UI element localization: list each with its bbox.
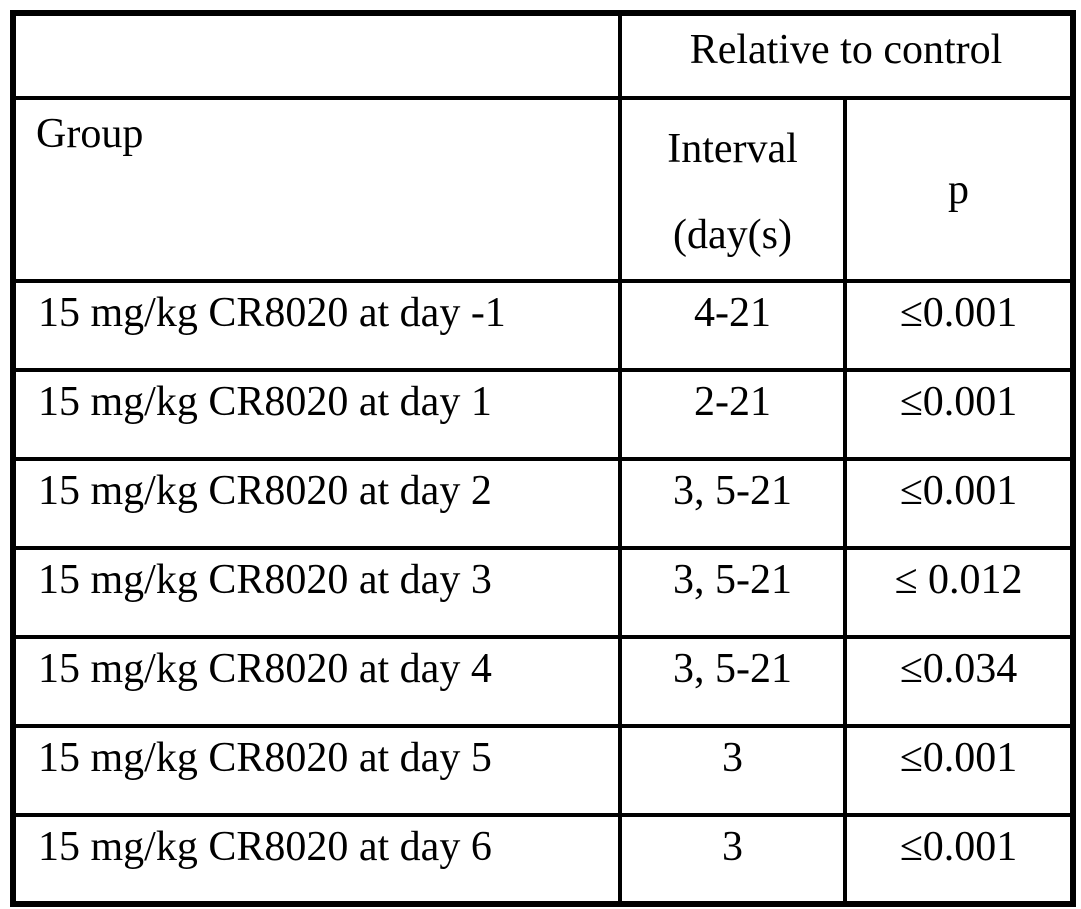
p-value-cell: ≤0.034 xyxy=(843,635,1075,729)
table-row: 15 mg/kg CR8020 at day 1 2-21 ≤0.001 xyxy=(11,368,1075,462)
relative-to-control-header: Relative to control xyxy=(618,11,1075,100)
results-table: Relative to control Group Interval (day(… xyxy=(10,10,1076,908)
column-header-row: Group Interval (day(s) p xyxy=(11,95,1075,284)
table-row: 15 mg/kg CR8020 at day -1 4-21 ≤0.001 xyxy=(11,279,1075,373)
p-value-cell: ≤ 0.012 xyxy=(843,546,1075,640)
interval-cell: 3, 5-21 xyxy=(618,546,847,640)
span-header-row: Relative to control xyxy=(11,11,1075,100)
group-cell: 15 mg/kg CR8020 at day 2 xyxy=(11,457,622,551)
empty-header-cell xyxy=(11,11,622,100)
group-cell: 15 mg/kg CR8020 at day 3 xyxy=(11,546,622,640)
p-value-cell: ≤0.001 xyxy=(843,279,1075,373)
p-value-cell: ≤0.001 xyxy=(843,813,1075,907)
table-row: 15 mg/kg CR8020 at day 3 3, 5-21 ≤ 0.012 xyxy=(11,546,1075,640)
table-row: 15 mg/kg CR8020 at day 4 3, 5-21 ≤0.034 xyxy=(11,635,1075,729)
p-value-cell: ≤0.001 xyxy=(843,368,1075,462)
group-cell: 15 mg/kg CR8020 at day 4 xyxy=(11,635,622,729)
interval-cell: 3 xyxy=(618,724,847,818)
p-column-header: p xyxy=(843,95,1075,284)
interval-cell: 4-21 xyxy=(618,279,847,373)
table-row: 15 mg/kg CR8020 at day 2 3, 5-21 ≤0.001 xyxy=(11,457,1075,551)
interval-cell: 3, 5-21 xyxy=(618,635,847,729)
group-cell: 15 mg/kg CR8020 at day 6 xyxy=(11,813,622,907)
group-cell: 15 mg/kg CR8020 at day 5 xyxy=(11,724,622,818)
group-cell: 15 mg/kg CR8020 at day 1 xyxy=(11,368,622,462)
interval-header-line2: (day(s) xyxy=(673,212,792,259)
table-row: 15 mg/kg CR8020 at day 6 3 ≤0.001 xyxy=(11,813,1075,907)
group-cell: 15 mg/kg CR8020 at day -1 xyxy=(11,279,622,373)
p-value-cell: ≤0.001 xyxy=(843,724,1075,818)
p-value-cell: ≤0.001 xyxy=(843,457,1075,551)
interval-cell: 3 xyxy=(618,813,847,907)
interval-cell: 3, 5-21 xyxy=(618,457,847,551)
group-column-header: Group xyxy=(11,95,622,284)
interval-column-header: Interval (day(s) xyxy=(618,95,847,284)
interval-cell: 2-21 xyxy=(618,368,847,462)
interval-header-line1: Interval xyxy=(667,126,798,172)
table-row: 15 mg/kg CR8020 at day 5 3 ≤0.001 xyxy=(11,724,1075,818)
